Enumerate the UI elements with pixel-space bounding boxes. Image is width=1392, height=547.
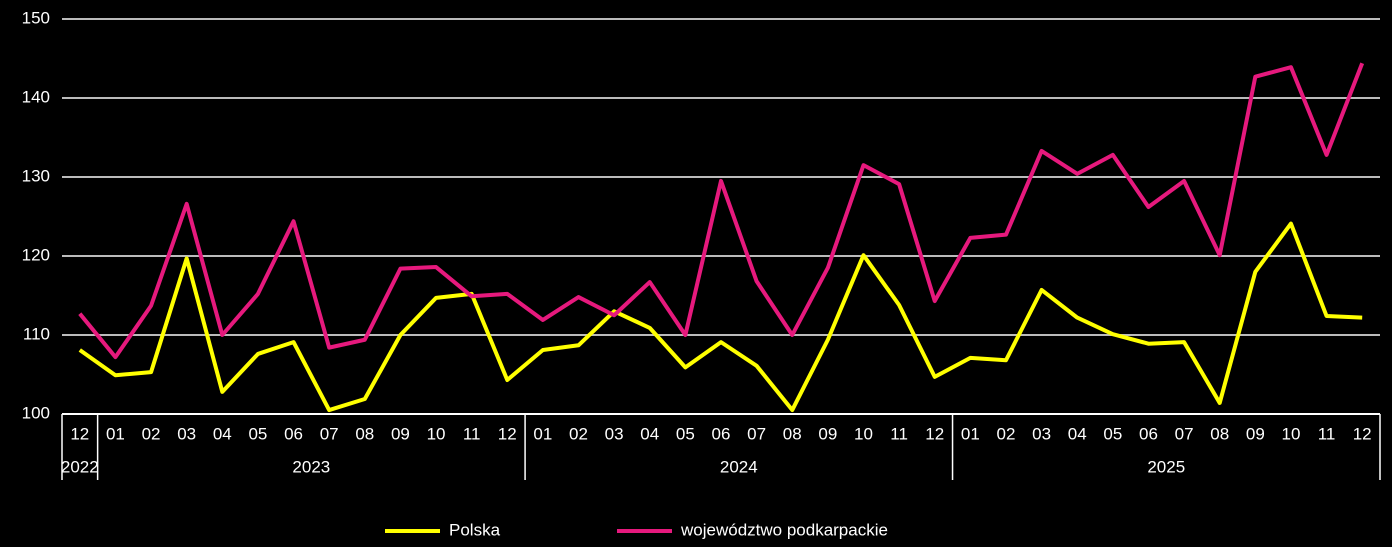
- x-tick-label: 11: [1318, 424, 1336, 443]
- x-tick-label: 10: [1281, 424, 1300, 443]
- x-tick-label: 09: [391, 424, 410, 443]
- x-tick-label: 09: [1246, 424, 1265, 443]
- year-label: 2024: [720, 457, 758, 476]
- year-label: 2025: [1147, 457, 1185, 476]
- legend-label: Polska: [449, 520, 501, 539]
- series-line: [78, 62, 1365, 360]
- x-tick-label: 02: [569, 424, 588, 443]
- x-tick-label: 05: [248, 424, 267, 443]
- x-tick-label: 12: [498, 424, 517, 443]
- y-tick-label: 100: [22, 403, 50, 422]
- x-tick-label: 06: [284, 424, 303, 443]
- x-tick-label: 04: [640, 424, 659, 443]
- x-tick-label: 07: [320, 424, 339, 443]
- x-tick-label: 10: [427, 424, 446, 443]
- x-tick-label: 08: [1210, 424, 1229, 443]
- x-tick-label: 05: [1103, 424, 1122, 443]
- x-tick-label: 11: [890, 424, 908, 443]
- legend-label: województwo podkarpackie: [680, 520, 888, 539]
- x-tick-label: 12: [70, 424, 89, 443]
- x-tick-label: 01: [106, 424, 125, 443]
- x-tick-label: 06: [712, 424, 731, 443]
- x-tick-label: 06: [1139, 424, 1158, 443]
- x-tick-label: 01: [533, 424, 552, 443]
- x-tick-label: 12: [925, 424, 944, 443]
- year-label: 2023: [292, 457, 330, 476]
- x-tick-label: 03: [1032, 424, 1051, 443]
- x-tick-label: 07: [747, 424, 766, 443]
- x-tick-label: 02: [142, 424, 161, 443]
- year-label: 2022: [61, 457, 99, 476]
- x-tick-label: 01: [961, 424, 980, 443]
- x-tick-label: 03: [177, 424, 196, 443]
- y-tick-label: 150: [22, 8, 50, 27]
- y-tick-label: 130: [22, 166, 50, 185]
- x-tick-label: 07: [1175, 424, 1194, 443]
- x-tick-label: 08: [355, 424, 374, 443]
- series-line: [78, 221, 1363, 413]
- x-tick-label: 04: [213, 424, 232, 443]
- x-tick-label: 03: [605, 424, 624, 443]
- x-tick-label: 04: [1068, 424, 1087, 443]
- y-tick-label: 120: [22, 245, 50, 264]
- y-tick-label: 110: [23, 324, 50, 343]
- x-tick-label: 12: [1353, 424, 1372, 443]
- y-tick-label: 140: [22, 87, 50, 106]
- x-tick-label: 02: [997, 424, 1016, 443]
- x-tick-label: 10: [854, 424, 873, 443]
- x-tick-label: 08: [783, 424, 802, 443]
- x-tick-label: 05: [676, 424, 695, 443]
- x-tick-label: 11: [463, 424, 481, 443]
- x-tick-label: 09: [818, 424, 837, 443]
